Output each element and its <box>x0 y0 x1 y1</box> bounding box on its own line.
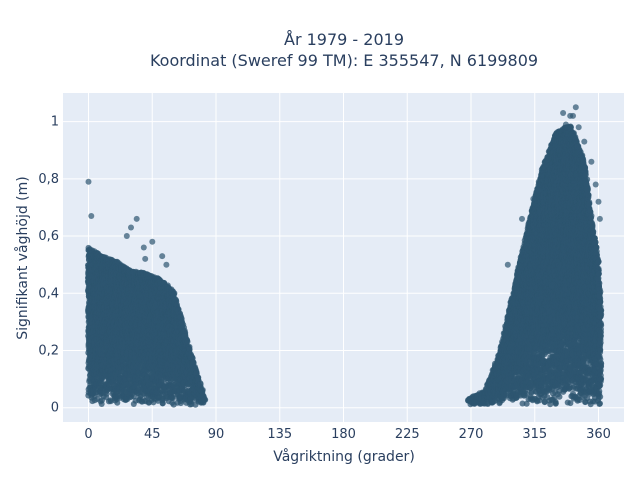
data-points <box>84 104 605 408</box>
chart-subtitle: Koordinat (Sweref 99 TM): E 355547, N 61… <box>150 51 538 70</box>
chart-title: År 1979 - 2019 <box>284 30 404 49</box>
